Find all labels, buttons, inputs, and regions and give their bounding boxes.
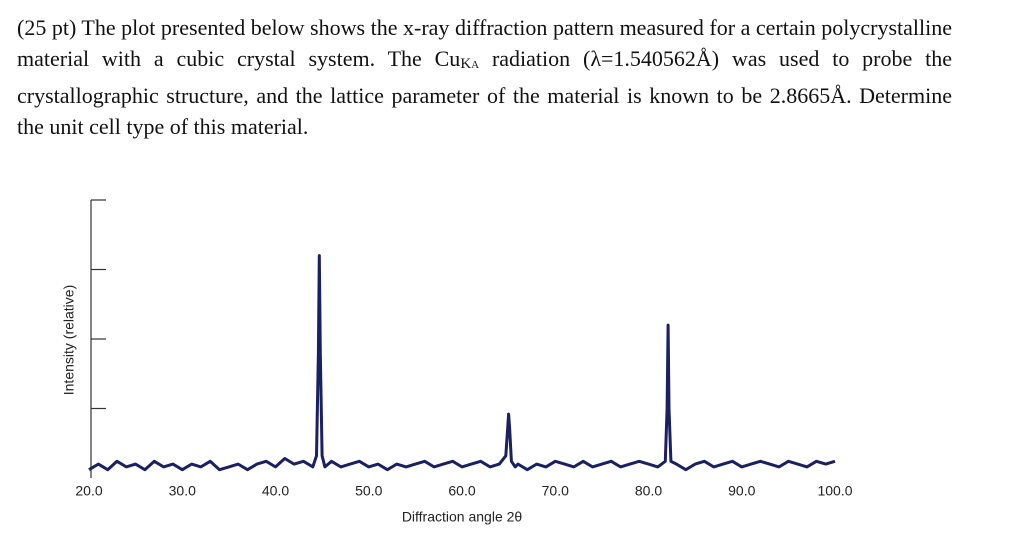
x-tick-label: 90.0	[728, 483, 755, 499]
x-tick-label: 100.0	[817, 483, 852, 499]
x-tick-label: 50.0	[355, 483, 382, 499]
x-tick-label: 30.0	[169, 483, 196, 499]
x-tick-label: 80.0	[635, 483, 662, 499]
x-tick-label: 20.0	[75, 483, 102, 499]
x-axis-label: Diffraction angle 2θ	[402, 509, 523, 525]
subscript: Kα	[460, 56, 480, 72]
question-text: radiation (λ=1.540562Å) was used to prob…	[17, 46, 953, 139]
question-text: (25 pt) The plot presented below shows t…	[17, 15, 952, 71]
x-tick-label: 40.0	[262, 483, 289, 499]
x-tick-label: 60.0	[448, 483, 475, 499]
x-tick-label: 70.0	[542, 483, 569, 499]
data-line	[88, 254, 836, 472]
y-axis-label: Intensity (relative)	[61, 285, 77, 395]
question: (25 pt) The plot presented below shows t…	[17, 12, 952, 142]
